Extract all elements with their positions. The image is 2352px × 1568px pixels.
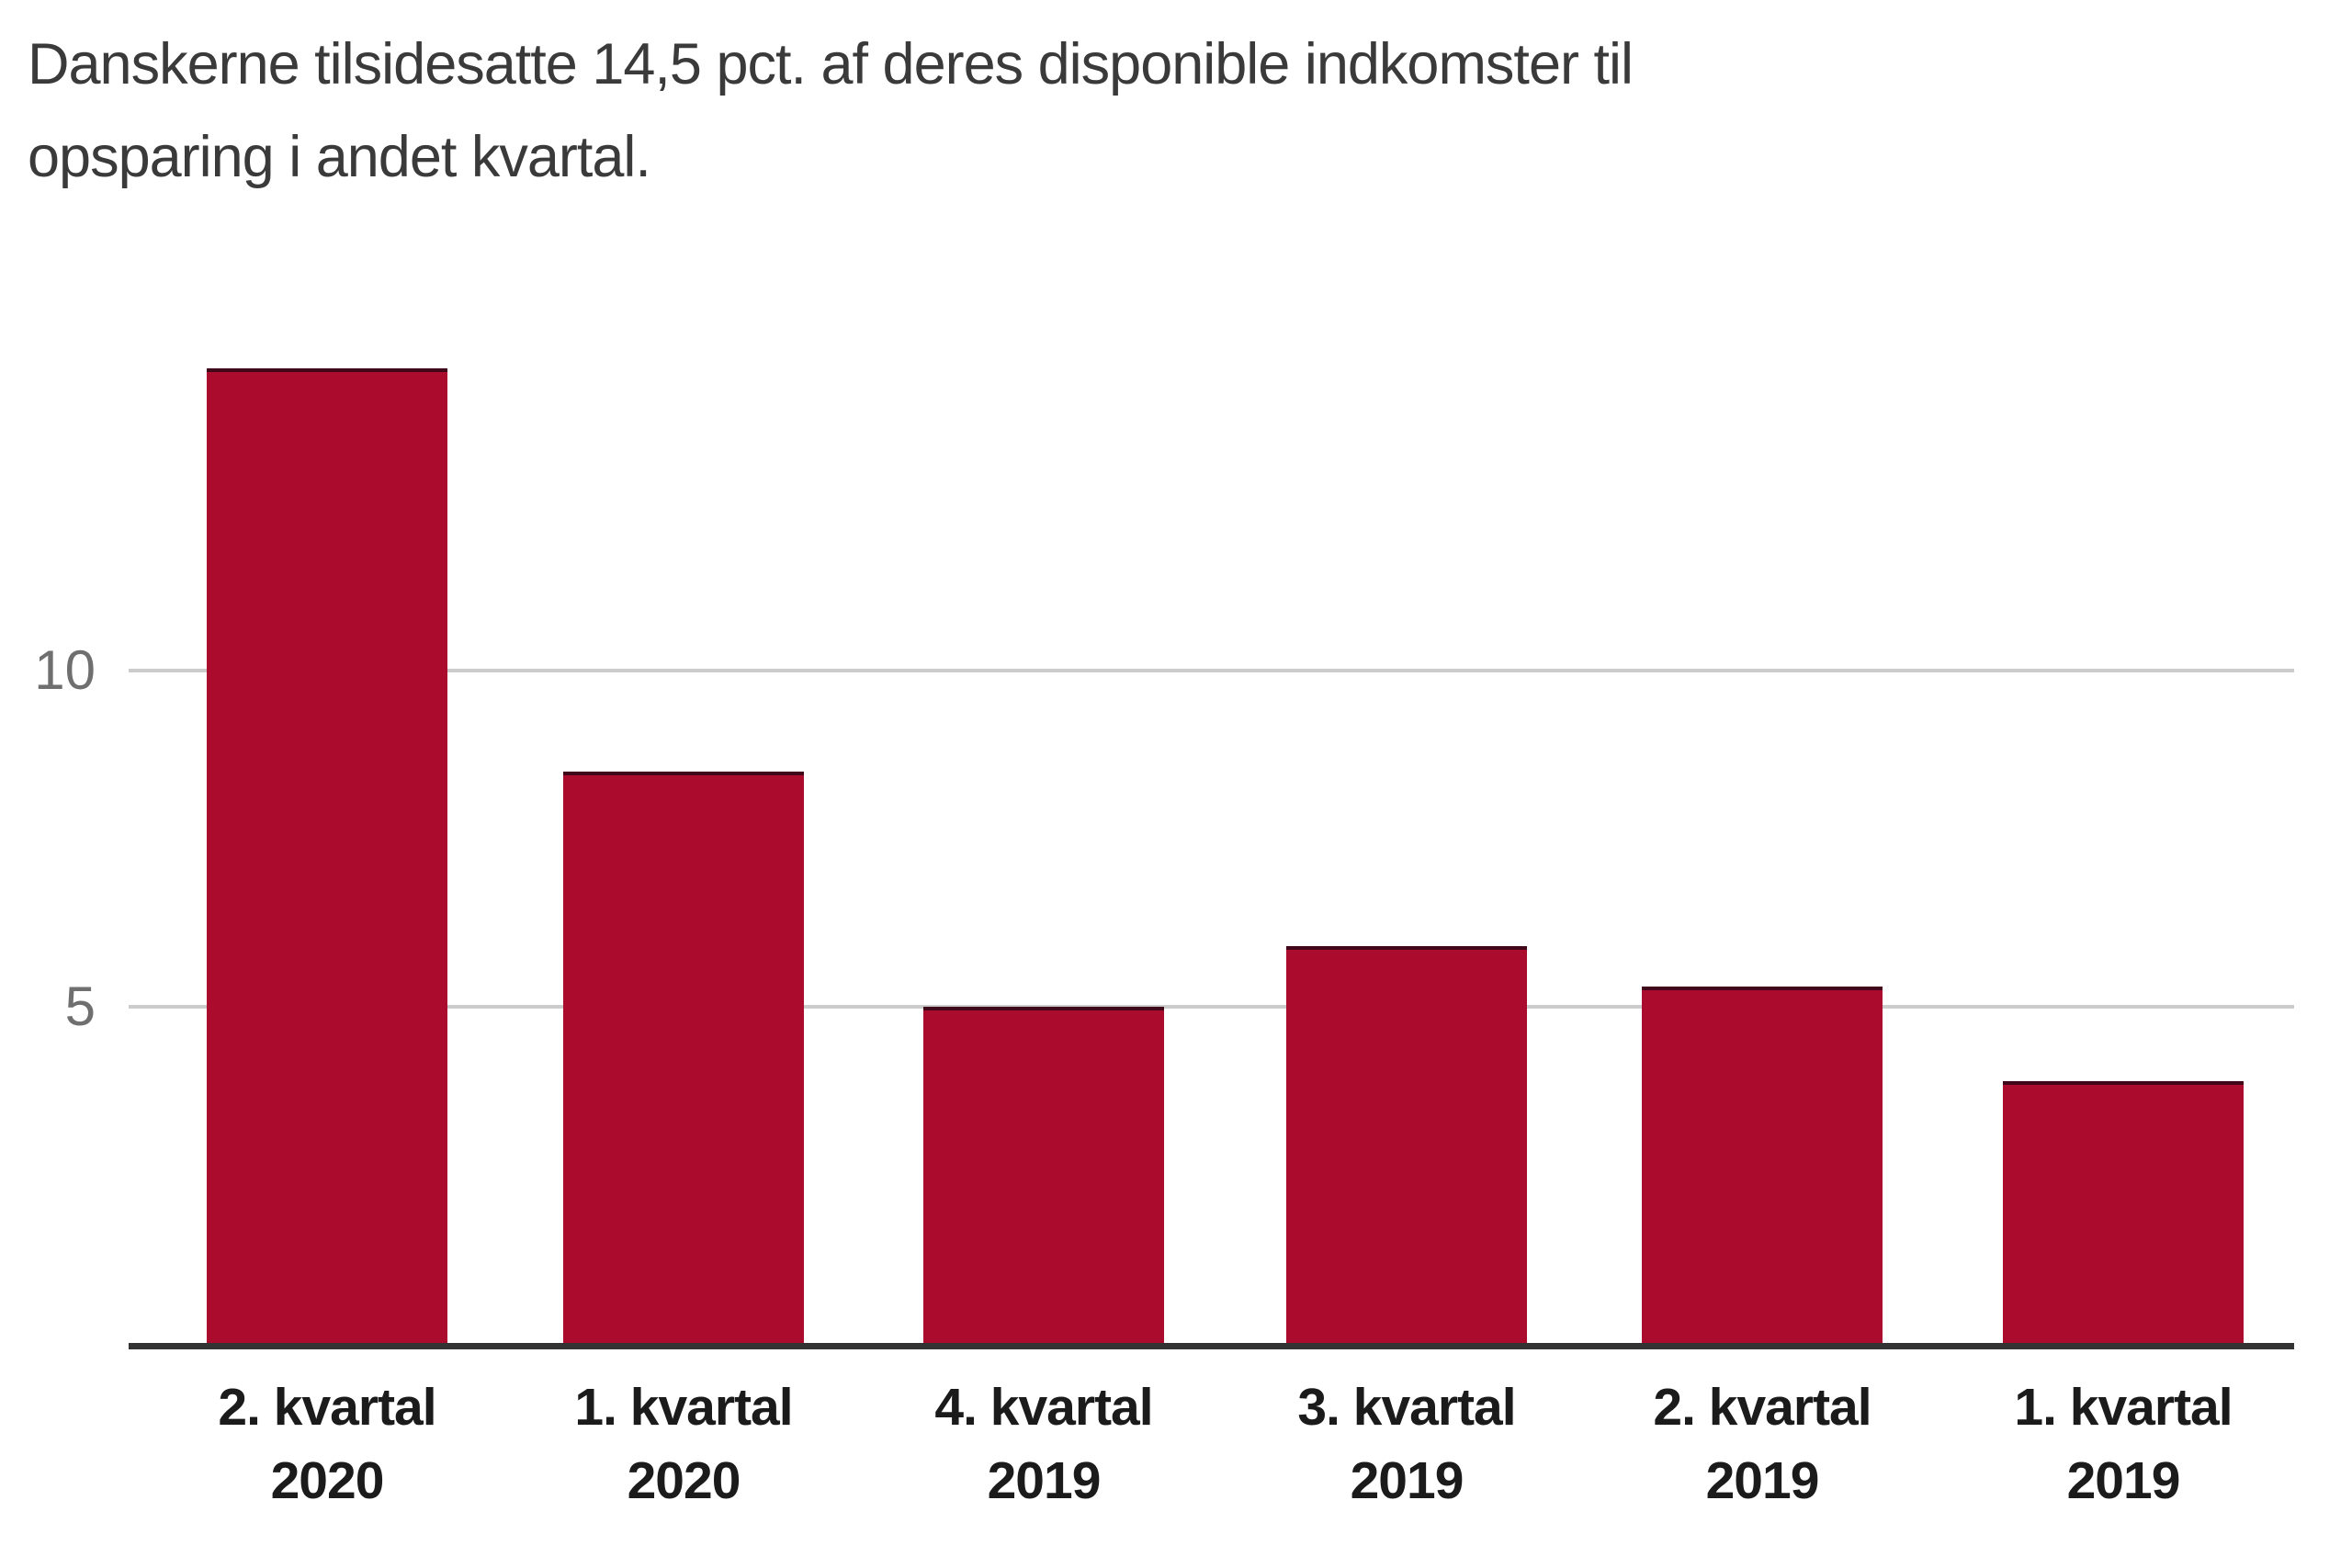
x-label-quarter: 1. kvartal [2014, 1378, 2233, 1437]
gridline-10 [129, 669, 2294, 672]
x-label-quarter: 1. kvartal [574, 1378, 793, 1437]
x-label-quarter: 2. kvartal [1653, 1378, 1871, 1437]
x-label-quarter: 3. kvartal [1297, 1378, 1516, 1437]
bar-1-kvartal-2019 [2003, 1081, 2244, 1343]
x-label-year: 2019 [987, 1451, 1102, 1510]
x-label-year: 2019 [2066, 1451, 2181, 1510]
x-label-year: 2019 [1705, 1451, 1820, 1510]
x-label-2-kvartal-2019: 2. kvartal 2019 [1588, 1371, 1937, 1517]
bar-2-kvartal-2020 [207, 368, 447, 1343]
x-label-year: 2020 [627, 1451, 741, 1510]
chart-title-line-2: opsparing i andet kvartal. [28, 125, 651, 189]
x-label-quarter: 2. kvartal [218, 1378, 436, 1437]
x-label-year: 2019 [1350, 1451, 1464, 1510]
x-label-4-kvartal-2019: 4. kvartal 2019 [869, 1371, 1218, 1517]
y-tick-10: 10 [34, 639, 96, 701]
bar-3-kvartal-2019 [1286, 946, 1527, 1343]
x-label-1-kvartal-2020: 1. kvartal 2020 [509, 1371, 858, 1517]
x-label-1-kvartal-2019: 1. kvartal 2019 [1949, 1371, 2298, 1517]
bar-4-kvartal-2019 [923, 1007, 1164, 1343]
y-tick-5: 5 [64, 976, 96, 1037]
x-axis-line [129, 1343, 2294, 1349]
bar-2-kvartal-2019 [1642, 987, 1883, 1343]
x-label-quarter: 4. kvartal [934, 1378, 1153, 1437]
x-label-3-kvartal-2019: 3. kvartal 2019 [1232, 1371, 1581, 1517]
gridline-5 [129, 1005, 2294, 1009]
x-label-2-kvartal-2020: 2. kvartal 2020 [153, 1371, 502, 1517]
bar-1-kvartal-2020 [563, 772, 804, 1343]
chart-title: Danskerne tilsidesatte 14,5 pct. af dere… [28, 18, 1634, 204]
x-label-year: 2020 [270, 1451, 385, 1510]
chart-title-line-1: Danskerne tilsidesatte 14,5 pct. af dere… [28, 32, 1634, 96]
